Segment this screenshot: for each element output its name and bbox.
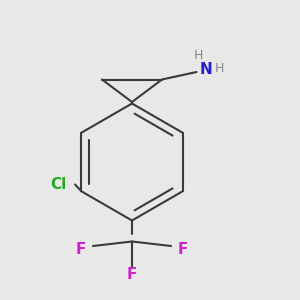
Text: H: H xyxy=(214,62,224,76)
Text: F: F xyxy=(127,267,137,282)
Text: F: F xyxy=(178,242,188,256)
Text: N: N xyxy=(199,61,212,76)
Text: Cl: Cl xyxy=(50,177,67,192)
Text: F: F xyxy=(76,242,86,256)
Text: H: H xyxy=(193,49,203,62)
